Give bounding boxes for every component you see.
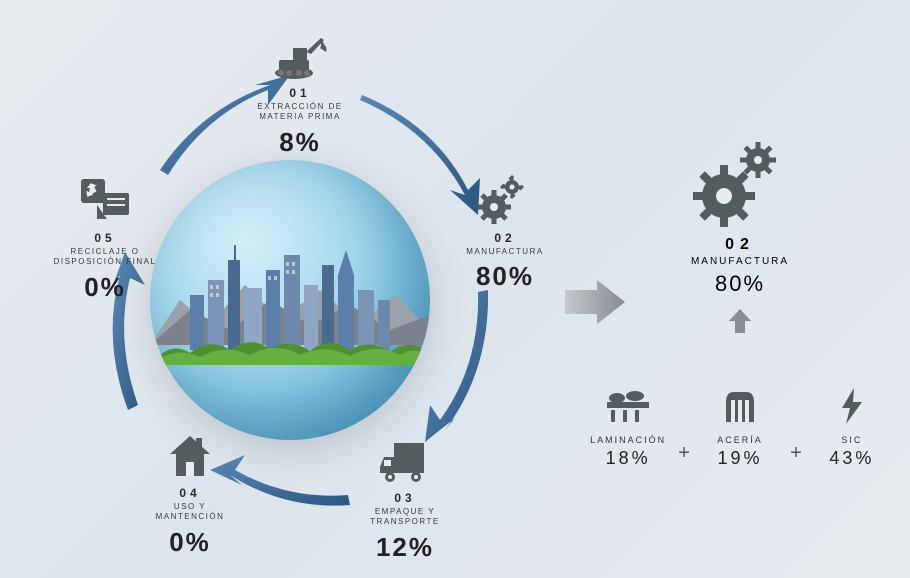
house-icon: [135, 430, 245, 480]
up-arrow-icon: [729, 309, 751, 333]
detail-item-aceria: ACERÍA 19%: [702, 388, 778, 469]
detail-item-percent: 43%: [814, 448, 890, 469]
stage-01: 01 EXTRACCIÓN DEMATERIA PRIMA 8%: [240, 30, 360, 158]
detail-label: MANUFACTURA: [590, 256, 890, 267]
stage-number: 05: [45, 231, 165, 245]
stage-number: 02: [450, 231, 560, 245]
stage-03: 03 EMPAQUE YTRANSPORTE 12%: [350, 435, 460, 563]
stage-number: 04: [135, 486, 245, 500]
gears-icon: [450, 175, 560, 225]
recycle-icon: [45, 175, 165, 225]
detail-percent: 80%: [590, 271, 890, 297]
detail-item-percent: 18%: [590, 448, 666, 469]
stage-label: USO YMANTENCIÓN: [135, 502, 245, 523]
stage-percent: 12%: [350, 532, 460, 563]
city-skyline: [180, 240, 400, 350]
detail-item-label: ACERÍA: [702, 435, 778, 445]
stage-percent: 0%: [45, 272, 165, 303]
plus-sign: +: [790, 442, 802, 469]
gears-large-icon: [590, 140, 890, 228]
stage-label: EMPAQUE YTRANSPORTE: [350, 507, 460, 528]
bolt-icon: [814, 388, 890, 429]
detail-panel: 02 MANUFACTURA 80% LAMINACIÓN 18% +: [590, 140, 890, 469]
globe: [150, 160, 430, 440]
rolling-icon: [590, 388, 666, 429]
stage-number: 01: [240, 86, 360, 100]
detail-item-laminacion: LAMINACIÓN 18%: [590, 388, 666, 469]
lifecycle-cycle: 01 EXTRACCIÓN DEMATERIA PRIMA 8%: [50, 30, 550, 550]
stage-number: 03: [350, 491, 460, 505]
stage-05: 05 RECICLAJE ODISPOSICIÓN FINAL 0%: [45, 175, 165, 303]
stage-label: RECICLAJE ODISPOSICIÓN FINAL: [45, 247, 165, 268]
stage-04: 04 USO YMANTENCIÓN 0%: [135, 430, 245, 558]
detail-header: 02 MANUFACTURA 80%: [590, 140, 890, 338]
detail-item-sic: SIC 43%: [814, 388, 890, 469]
grass: [150, 335, 430, 365]
detail-breakdown: LAMINACIÓN 18% + ACERÍA 19% +: [590, 388, 890, 469]
stage-percent: 8%: [240, 127, 360, 158]
excavator-icon: [240, 30, 360, 80]
stage-percent: 0%: [135, 527, 245, 558]
stage-label: EXTRACCIÓN DEMATERIA PRIMA: [240, 102, 360, 123]
detail-item-label: SIC: [814, 435, 890, 445]
detail-item-percent: 19%: [702, 448, 778, 469]
stage-percent: 80%: [450, 261, 560, 292]
truck-icon: [350, 435, 460, 485]
plus-sign: +: [678, 442, 690, 469]
stage-label: MANUFACTURA: [450, 247, 560, 257]
detail-number: 02: [590, 236, 890, 254]
detail-item-label: LAMINACIÓN: [590, 435, 666, 445]
steel-icon: [702, 388, 778, 429]
stage-02: 02 MANUFACTURA 80%: [450, 175, 560, 292]
